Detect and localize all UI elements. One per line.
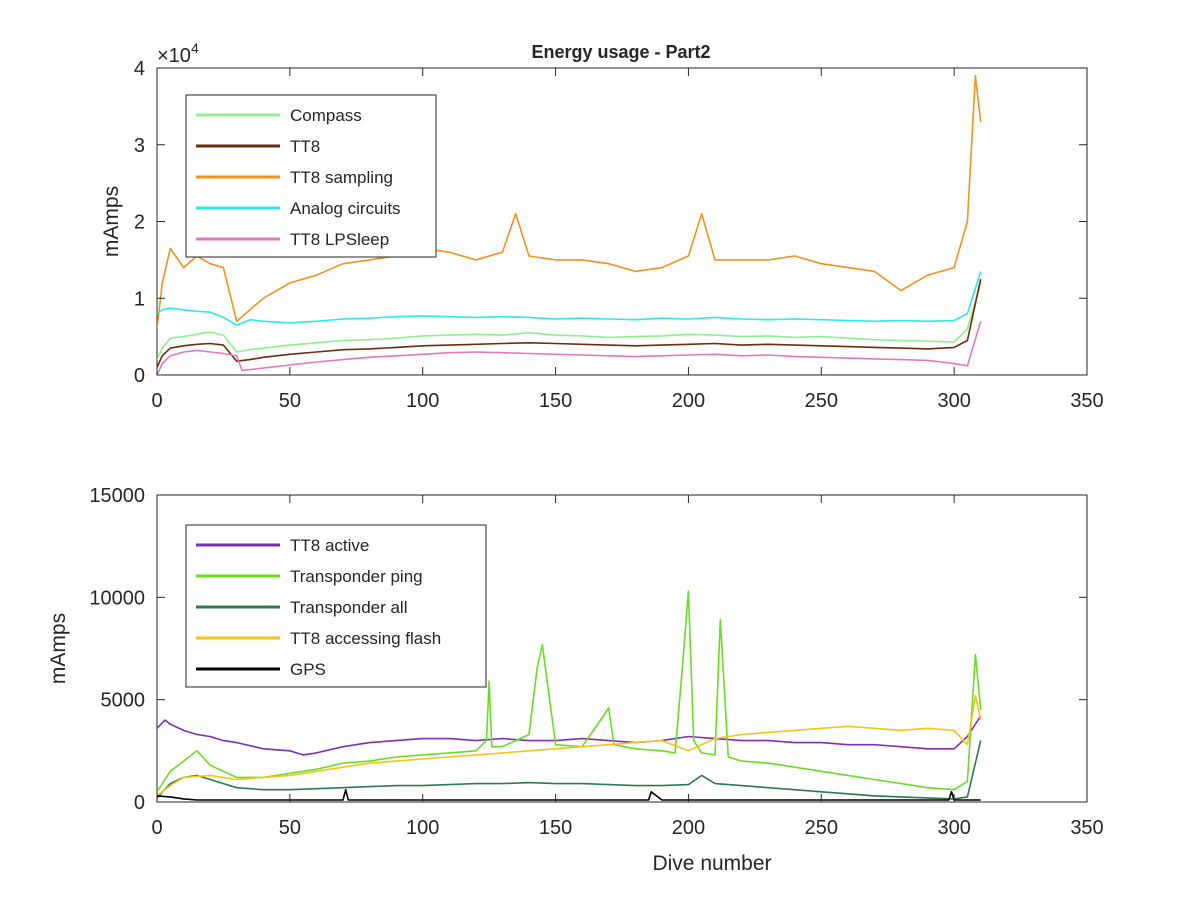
legend-label: GPS (290, 660, 326, 679)
legend-label: Analog circuits (290, 199, 401, 218)
x-tick-label: 100 (406, 390, 439, 412)
y-tick-label: 3 (134, 135, 145, 157)
legend-label: Compass (290, 106, 362, 125)
x-tick-label: 300 (937, 390, 970, 412)
legend-label: TT8 LPSleep (290, 230, 389, 249)
x-tick-label: 100 (406, 817, 439, 839)
x-tick-label: 350 (1070, 817, 1103, 839)
series-line-gps (157, 788, 981, 801)
series-line-tt8-sampling (157, 74, 982, 329)
y-tick-label: 0 (134, 792, 145, 814)
y-tick-label: 5000 (101, 690, 146, 712)
legend-label: Transponder ping (290, 567, 423, 586)
x-tick-label: 300 (937, 817, 970, 839)
legend: TT8 active Transponder ping Transponder al… (185, 524, 487, 688)
y-exponent-power: 4 (191, 40, 199, 56)
y-axis-label: mAmps (47, 613, 70, 684)
y-axis-label: mAmps (100, 186, 123, 257)
series-line-tt8-lpsleep (157, 321, 982, 375)
legend-label: Transponder all (290, 598, 408, 617)
y-tick-label: 4 (134, 58, 145, 80)
y-exponent-label: ×104 (157, 40, 199, 67)
x-tick-label: 250 (805, 817, 838, 839)
legend-label: TT8 sampling (290, 168, 393, 187)
x-tick-label: 250 (805, 390, 838, 412)
bottom-subplot: 0 50 100 150 200 250 300 350 0 5000 10000 15000 mAmp… (47, 485, 1104, 875)
x-tick-label: 0 (151, 817, 162, 839)
x-tick-label: 350 (1070, 390, 1103, 412)
series-line-tt8-active (157, 715, 982, 756)
x-tick-label: 200 (672, 817, 705, 839)
top-subplot: 0 50 100 150 200 250 300 35001234×104mAmpsCompa… (100, 40, 1104, 412)
x-tick-label: 150 (539, 390, 572, 412)
y-tick-label: 1 (134, 288, 145, 310)
x-tick-label: 50 (279, 817, 301, 839)
series-line-tt8 (157, 278, 982, 368)
y-tick-label: 15000 (89, 485, 145, 507)
series-line-analog-circuits (157, 271, 982, 326)
series-group (157, 590, 982, 801)
y-exponent-base: ×10 (157, 45, 191, 67)
x-tick-label: 200 (672, 390, 705, 412)
legend-label: TT8 accessing flash (290, 629, 441, 648)
y-tick-label: 2 (134, 212, 145, 234)
legend-label: TT8 (290, 137, 320, 156)
figure-title: Energy usage - Part2 (531, 42, 710, 62)
series-line-compass (157, 282, 982, 360)
legend-label: TT8 active (290, 536, 369, 555)
series-line-transponder-all (157, 740, 982, 800)
x-tick-label: 50 (279, 390, 301, 412)
legend: Compass TT8 TT8 sampling Analog circuits TT8… (185, 94, 437, 258)
y-tick-label: 10000 (89, 587, 145, 609)
x-axis-label: Dive number (652, 852, 771, 875)
series-group (157, 74, 982, 375)
y-tick-label: 0 (134, 365, 145, 387)
series-line-tt8-accessing-flash (157, 694, 982, 797)
x-tick-label: 0 (151, 390, 162, 412)
x-tick-label: 150 (539, 817, 572, 839)
